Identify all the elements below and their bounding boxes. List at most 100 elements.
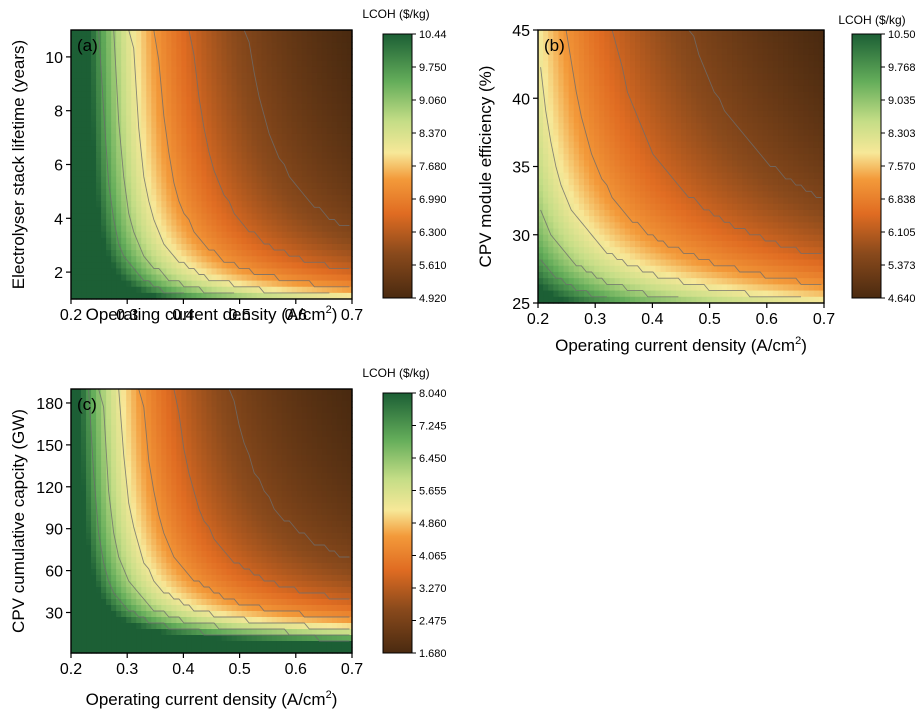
heatmap-cell	[620, 216, 626, 223]
heatmap-cell	[558, 135, 564, 142]
heatmap-cell	[574, 222, 580, 229]
heatmap-cell	[538, 61, 544, 68]
heatmap-cell	[317, 109, 323, 116]
heatmap-cell	[76, 79, 82, 86]
heatmap-cell	[661, 216, 667, 223]
heatmap-cell	[96, 91, 102, 98]
heatmap-cell	[809, 229, 815, 236]
heatmap-cell	[630, 222, 636, 229]
heatmap-cell	[297, 30, 303, 37]
heatmap-cell	[599, 117, 605, 124]
heatmap-cell	[548, 191, 554, 198]
heatmap-cell	[579, 198, 585, 205]
heatmap-cell	[191, 91, 197, 98]
heatmap-cell	[615, 98, 621, 105]
heatmap-cell	[257, 48, 263, 55]
heatmap-cell	[747, 86, 753, 93]
heatmap-cell	[732, 30, 738, 37]
heatmap-cell	[722, 117, 728, 124]
heatmap-cell	[166, 48, 172, 55]
heatmap-cell	[671, 30, 677, 37]
heatmap-cell	[262, 275, 268, 282]
heatmap-cell	[809, 216, 815, 223]
heatmap-cell	[121, 281, 127, 288]
heatmap-cell	[277, 281, 283, 288]
heatmap-cell	[302, 177, 308, 184]
heatmap-cell	[317, 122, 323, 129]
heatmap-cell	[272, 67, 278, 74]
heatmap-cell	[650, 104, 656, 111]
heatmap-cell	[186, 103, 192, 110]
heatmap-cell	[212, 79, 218, 86]
heatmap-cell	[579, 30, 585, 37]
heatmap-cell	[282, 67, 288, 74]
heatmap-cell	[793, 210, 799, 217]
heatmap-cell	[773, 154, 779, 161]
heatmap-cell	[196, 122, 202, 129]
heatmap-cell	[747, 247, 753, 254]
heatmap-cell	[76, 238, 82, 245]
heatmap-cell	[645, 104, 651, 111]
heatmap-cell	[727, 229, 733, 236]
heatmap-cell	[727, 291, 733, 298]
heatmap-cell	[604, 216, 610, 223]
heatmap-cell	[783, 160, 789, 167]
heatmap-cell	[809, 247, 815, 254]
heatmap-cell	[242, 61, 248, 68]
heatmap-cell	[206, 213, 212, 220]
heatmap-cell	[272, 250, 278, 257]
heatmap-cell	[783, 142, 789, 149]
heatmap-cell	[814, 98, 820, 105]
heatmap-cell	[686, 185, 692, 192]
heatmap-cell	[257, 244, 263, 251]
heatmap-cell	[262, 152, 268, 159]
heatmap-cell	[277, 109, 283, 116]
heatmap-cell	[76, 152, 82, 159]
heatmap-cell	[322, 275, 328, 282]
heatmap-cell	[337, 103, 343, 110]
heatmap-cell	[804, 61, 810, 68]
heatmap-cell	[661, 229, 667, 236]
heatmap-cell	[788, 73, 794, 80]
heatmap-cell	[768, 123, 774, 130]
heatmap-cell	[252, 152, 258, 159]
heatmap-cell	[71, 103, 77, 110]
heatmap-cell	[763, 253, 769, 260]
heatmap-cell	[106, 103, 112, 110]
heatmap-cell	[676, 160, 682, 167]
heatmap-cell	[594, 198, 600, 205]
heatmap-cell	[191, 238, 197, 245]
heatmap-cell	[814, 222, 820, 229]
heatmap-cell	[564, 272, 570, 279]
heatmap-cell	[257, 213, 263, 220]
heatmap-cell	[101, 195, 107, 202]
heatmap-cell	[604, 241, 610, 248]
heatmap-cell	[212, 256, 218, 263]
heatmap-cell	[676, 30, 682, 37]
heatmap-cell	[604, 42, 610, 49]
heatmap-cell	[589, 284, 595, 291]
heatmap-cell	[722, 229, 728, 236]
heatmap-cell	[661, 123, 667, 130]
heatmap-cell	[302, 232, 308, 239]
heatmap-cell	[206, 36, 212, 43]
heatmap-cell	[676, 266, 682, 273]
heatmap-cell	[327, 109, 333, 116]
heatmap-cell	[181, 220, 187, 227]
heatmap-cell	[71, 281, 77, 288]
heatmap-cell	[76, 232, 82, 239]
heatmap-cell	[136, 195, 142, 202]
heatmap-cell	[126, 140, 132, 147]
heatmap-cell	[292, 268, 298, 275]
heatmap-cell	[322, 97, 328, 104]
heatmap-cell	[181, 134, 187, 141]
heatmap-cell	[141, 122, 147, 129]
heatmap-cell	[302, 165, 308, 172]
heatmap-cell	[161, 195, 167, 202]
heatmap-cell	[788, 229, 794, 236]
heatmap-cell	[176, 48, 182, 55]
heatmap-cell	[553, 204, 559, 211]
heatmap-cell	[737, 167, 743, 174]
heatmap-cell	[196, 73, 202, 80]
heatmap-cell	[151, 250, 157, 257]
